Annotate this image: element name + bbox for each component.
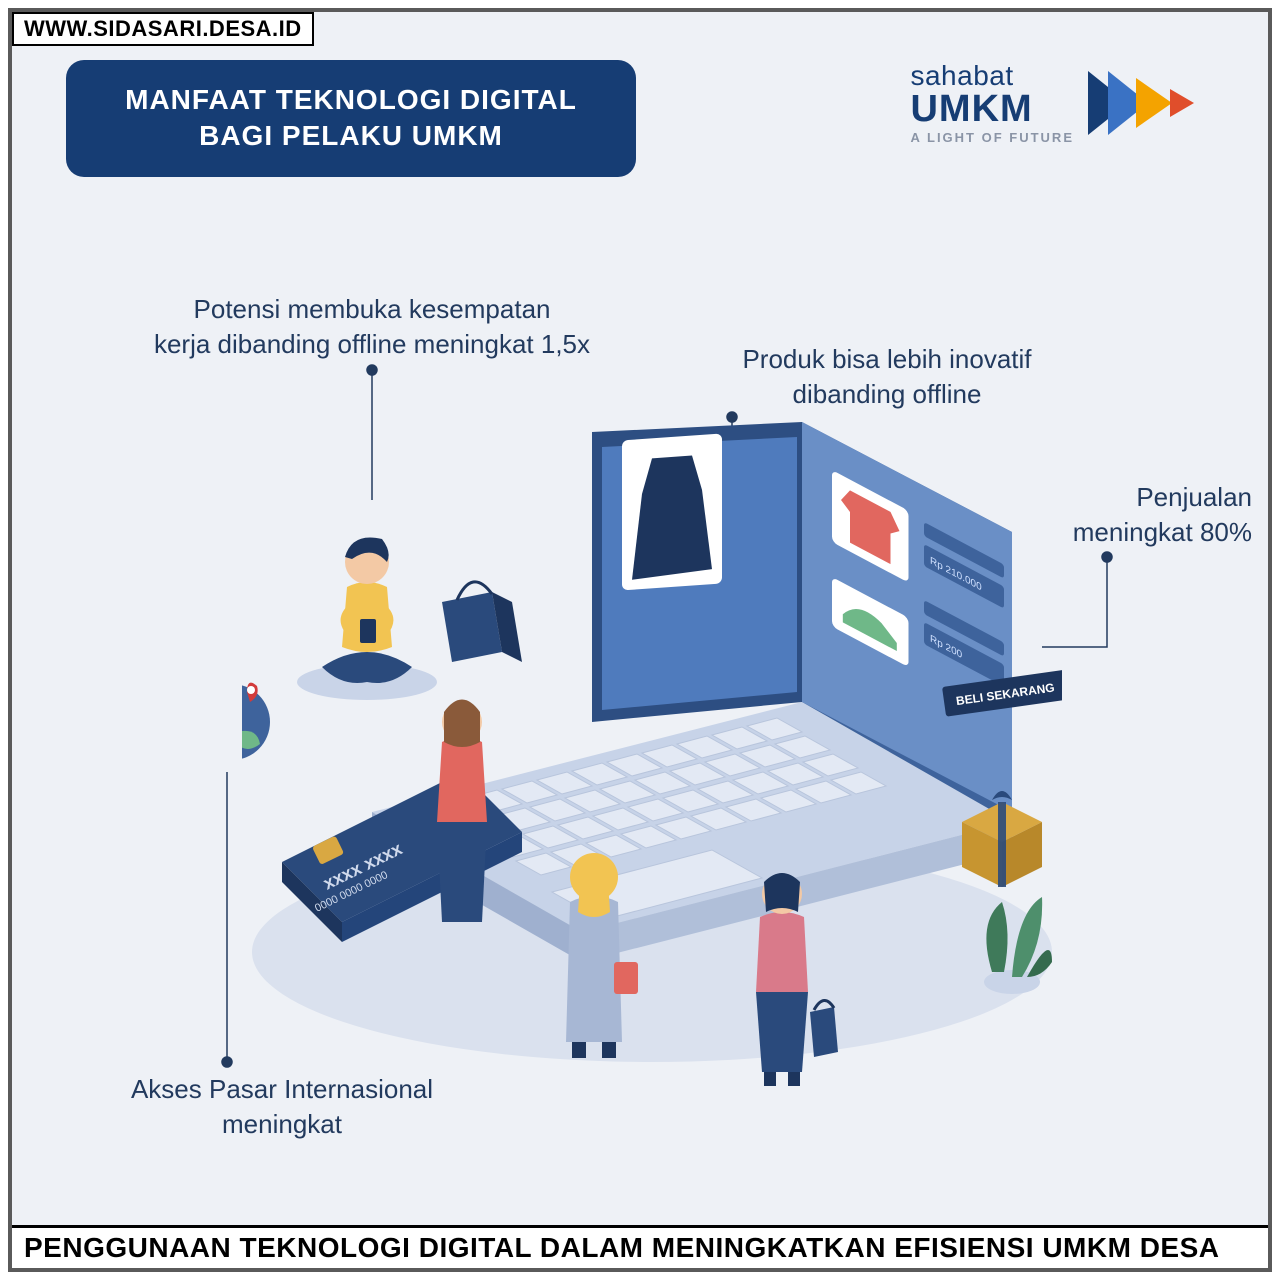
shopping-bag-icon [442,582,522,662]
watermark-caption: PENGGUNAAN TEKNOLOGI DIGITAL DALAM MENIN… [12,1225,1268,1268]
main-illustration: Rp 210.000 Rp 200 BELI SEKARANG [242,392,1062,1092]
person-woman-red-icon [437,700,487,923]
infographic-frame: WWW.SIDASARI.DESA.ID MANFAAT TEKNOLOGI D… [8,8,1272,1272]
screen-product-dress-icon [622,433,722,590]
person-sitting-man-icon [297,537,437,700]
globe-icon [242,683,270,760]
